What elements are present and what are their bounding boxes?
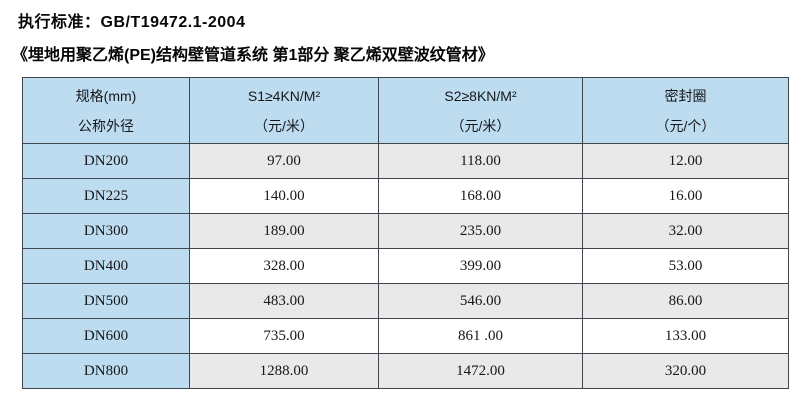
table-body: DN200 97.00 118.00 12.00 DN225 140.00 16… bbox=[22, 143, 789, 389]
seal-price-cell: 133.00 bbox=[582, 318, 789, 354]
s1-price-cell: 189.00 bbox=[189, 213, 379, 249]
s1-price-cell: 1288.00 bbox=[189, 353, 379, 389]
s2-price-cell: 235.00 bbox=[378, 213, 583, 249]
spec-cell: DN400 bbox=[22, 248, 190, 284]
table-row: DN225 140.00 168.00 16.00 bbox=[22, 178, 789, 214]
header-cell-s2: S2≥8KN/M² （元/米） bbox=[378, 77, 583, 144]
s2-price-cell: 546.00 bbox=[378, 283, 583, 319]
s2-price-cell: 399.00 bbox=[378, 248, 583, 284]
seal-price-cell: 53.00 bbox=[582, 248, 789, 284]
table-row: DN600 735.00 861 .00 133.00 bbox=[22, 318, 789, 354]
seal-price-cell: 320.00 bbox=[582, 353, 789, 389]
spec-cell: DN600 bbox=[22, 318, 190, 354]
seal-price-cell: 16.00 bbox=[582, 178, 789, 214]
s1-price-cell: 140.00 bbox=[189, 178, 379, 214]
table-row: DN300 189.00 235.00 32.00 bbox=[22, 213, 789, 249]
seal-price-cell: 32.00 bbox=[582, 213, 789, 249]
header-s1-line2: （元/米） bbox=[254, 117, 314, 134]
header-seal-line1: 密封圈 bbox=[664, 87, 707, 104]
header-s2-line2: （元/米） bbox=[450, 117, 511, 134]
s2-price-cell: 1472.00 bbox=[378, 353, 583, 389]
header-s1-line1: S1≥4KN/M² bbox=[247, 87, 321, 104]
spec-cell: DN225 bbox=[22, 178, 190, 214]
header-spec-line2: 公称外径 bbox=[78, 117, 134, 134]
s1-price-cell: 483.00 bbox=[189, 283, 379, 319]
s1-price-cell: 328.00 bbox=[189, 248, 379, 284]
header-cell-s1: S1≥4KN/M² （元/米） bbox=[189, 77, 379, 144]
table-row: DN500 483.00 546.00 86.00 bbox=[22, 283, 789, 319]
s2-price-cell: 168.00 bbox=[378, 178, 583, 214]
header-cell-seal: 密封圈 （元/个） bbox=[582, 77, 789, 144]
header-seal-line2: （元/个） bbox=[655, 117, 716, 134]
price-table: 规格(mm) 公称外径 S1≥4KN/M² （元/米） S2≥8KN/M² （元… bbox=[22, 77, 789, 389]
s2-price-cell: 118.00 bbox=[378, 143, 583, 179]
header-cell-spec: 规格(mm) 公称外径 bbox=[22, 77, 190, 144]
header-s2-line1: S2≥8KN/M² bbox=[444, 87, 517, 104]
table-header-row: 规格(mm) 公称外径 S1≥4KN/M² （元/米） S2≥8KN/M² （元… bbox=[22, 77, 789, 144]
table-row: DN200 97.00 118.00 12.00 bbox=[22, 143, 789, 179]
spec-cell: DN300 bbox=[22, 213, 190, 249]
seal-price-cell: 86.00 bbox=[582, 283, 789, 319]
spec-cell: DN500 bbox=[22, 283, 190, 319]
s2-price-cell: 861 .00 bbox=[378, 318, 583, 354]
s1-price-cell: 735.00 bbox=[189, 318, 379, 354]
table-header: 规格(mm) 公称外径 S1≥4KN/M² （元/米） S2≥8KN/M² （元… bbox=[22, 77, 789, 144]
document-title: 《埋地用聚乙烯(PE)结构壁管道系统 第1部分 聚乙烯双壁波纹管材》 bbox=[12, 47, 494, 64]
spec-cell: DN200 bbox=[22, 143, 190, 179]
spec-cell: DN800 bbox=[22, 353, 190, 389]
s1-price-cell: 97.00 bbox=[189, 143, 379, 179]
table-row: DN800 1288.00 1472.00 320.00 bbox=[22, 353, 789, 389]
table-row: DN400 328.00 399.00 53.00 bbox=[22, 248, 789, 284]
standard-line: 执行标准：GB/T19472.1-2004 bbox=[18, 14, 246, 31]
seal-price-cell: 12.00 bbox=[582, 143, 789, 179]
header-spec-line1: 规格(mm) bbox=[75, 87, 137, 104]
